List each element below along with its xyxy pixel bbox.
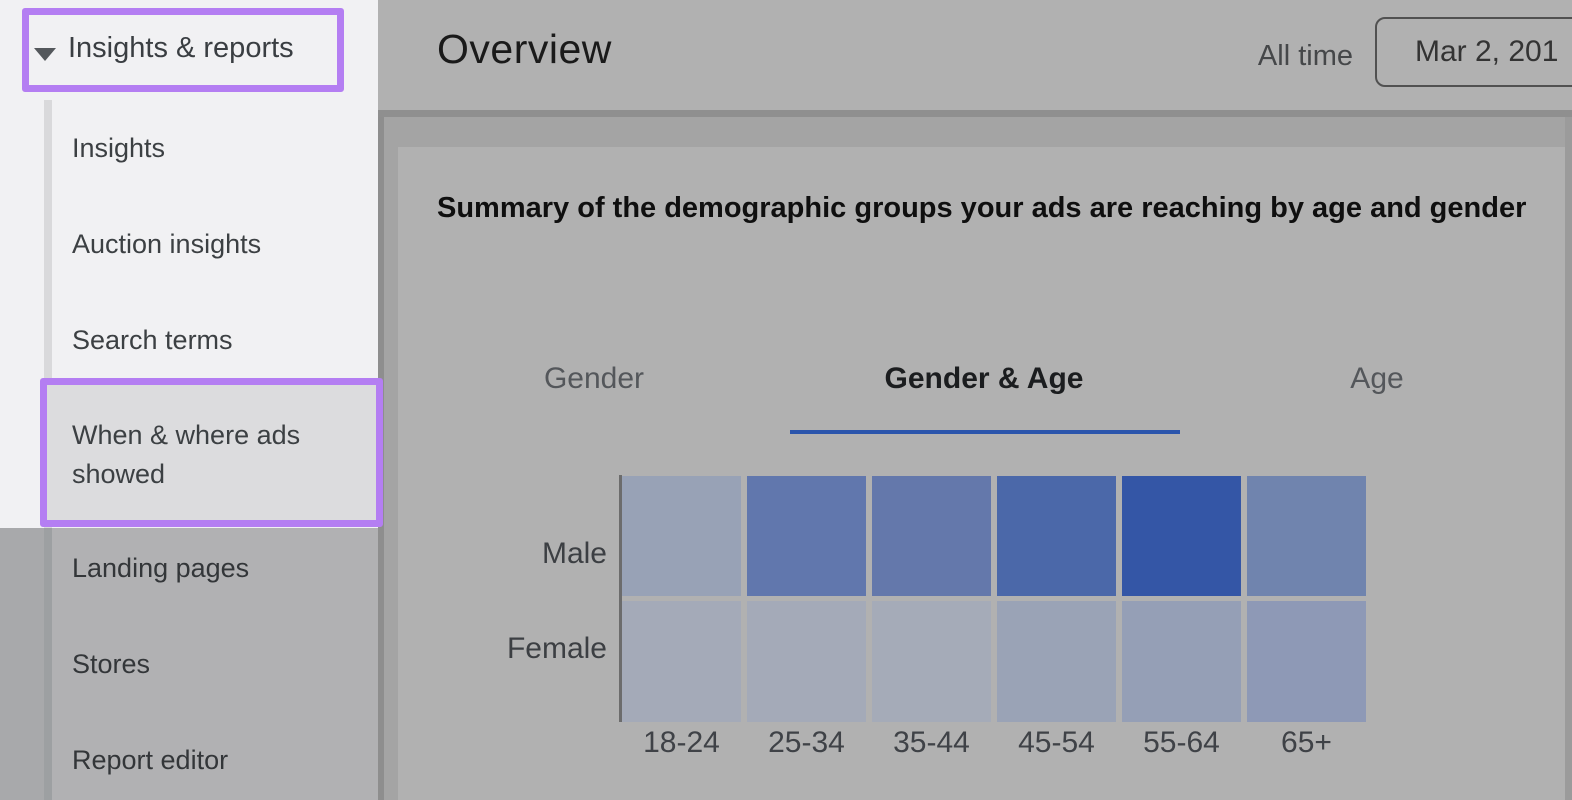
- card-heading: Summary of the demographic groups your a…: [437, 192, 1527, 224]
- sidebar-section-insights-reports[interactable]: Insights & reports: [0, 30, 360, 76]
- heatmap-cell-female-35-44[interactable]: [872, 601, 991, 722]
- sidebar-item-insights[interactable]: Insights: [72, 133, 166, 163]
- submenu-indent-line-dim: [44, 528, 52, 800]
- sidebar-item-auction-insights[interactable]: Auction insights: [72, 229, 262, 259]
- sidebar-item-report-editor[interactable]: Report editor: [72, 745, 229, 775]
- time-range-label: All time: [1257, 40, 1353, 72]
- vertical-scrollbar[interactable]: [1565, 117, 1572, 800]
- heatmap-cell-male-18-24[interactable]: [622, 476, 741, 596]
- sidebar-section-label: Insights & reports: [68, 32, 294, 64]
- page-title: Overview: [437, 26, 612, 72]
- annotation-box-when-where: [40, 378, 383, 527]
- heatmap-col-label-65plus: 65+: [1281, 726, 1332, 759]
- sidebar-item-landing-pages[interactable]: Landing pages: [72, 553, 250, 583]
- heatmap-cell-male-65plus[interactable]: [1247, 476, 1366, 596]
- annotation-box-insights-reports: [22, 8, 344, 92]
- sidebar-item-search-terms[interactable]: Search terms: [72, 325, 233, 355]
- heatmap-col-label-35-44: 35-44: [893, 726, 970, 759]
- sidebar-item-when-where-ads-showed[interactable]: When & where ads showed: [72, 420, 301, 489]
- heatmap-cell-female-55-64[interactable]: [1122, 601, 1241, 722]
- sidebar-item-stores[interactable]: Stores: [72, 649, 151, 679]
- heatmap-cell-male-45-54[interactable]: [997, 476, 1116, 596]
- page-header: Overview All time Mar 2, 201: [378, 0, 1572, 110]
- heatmap-axis-line: [619, 475, 622, 722]
- heatmap-cell-female-25-34[interactable]: [747, 601, 866, 722]
- tab-gender[interactable]: Gender: [543, 362, 645, 395]
- heatmap-cell-female-18-24[interactable]: [622, 601, 741, 722]
- heatmap-col-label-25-34: 25-34: [768, 726, 845, 759]
- tab-gender-and-age[interactable]: Gender & Age: [884, 362, 1084, 395]
- tab-age[interactable]: Age: [1350, 362, 1404, 395]
- heatmap-row-label-male: Male: [541, 537, 607, 570]
- heatmap-cell-female-45-54[interactable]: [997, 601, 1116, 722]
- active-tab-underline: [790, 430, 1180, 434]
- caret-down-icon: [34, 48, 56, 61]
- heatmap-row-label-female: Female: [506, 632, 607, 665]
- heatmap-cell-male-25-34[interactable]: [747, 476, 866, 596]
- heatmap-cell-male-35-44[interactable]: [872, 476, 991, 596]
- heatmap-cell-female-65plus[interactable]: [1247, 601, 1366, 722]
- heatmap-col-label-55-64: 55-64: [1143, 726, 1220, 759]
- heatmap-col-label-45-54: 45-54: [1018, 726, 1095, 759]
- heatmap-cell-male-55-64[interactable]: [1122, 476, 1241, 596]
- submenu-indent-line: [44, 100, 52, 528]
- sidebar-dim-left-band: [0, 528, 44, 800]
- date-range-button[interactable]: Mar 2, 201: [1375, 17, 1572, 87]
- main-content: Overview All time Mar 2, 201 Summary of …: [378, 0, 1572, 800]
- heatmap-col-label-18-24: 18-24: [643, 726, 720, 759]
- sidebar-nav: Insights & reports Insights Auction insi…: [0, 0, 383, 800]
- header-shadow: [378, 110, 1572, 117]
